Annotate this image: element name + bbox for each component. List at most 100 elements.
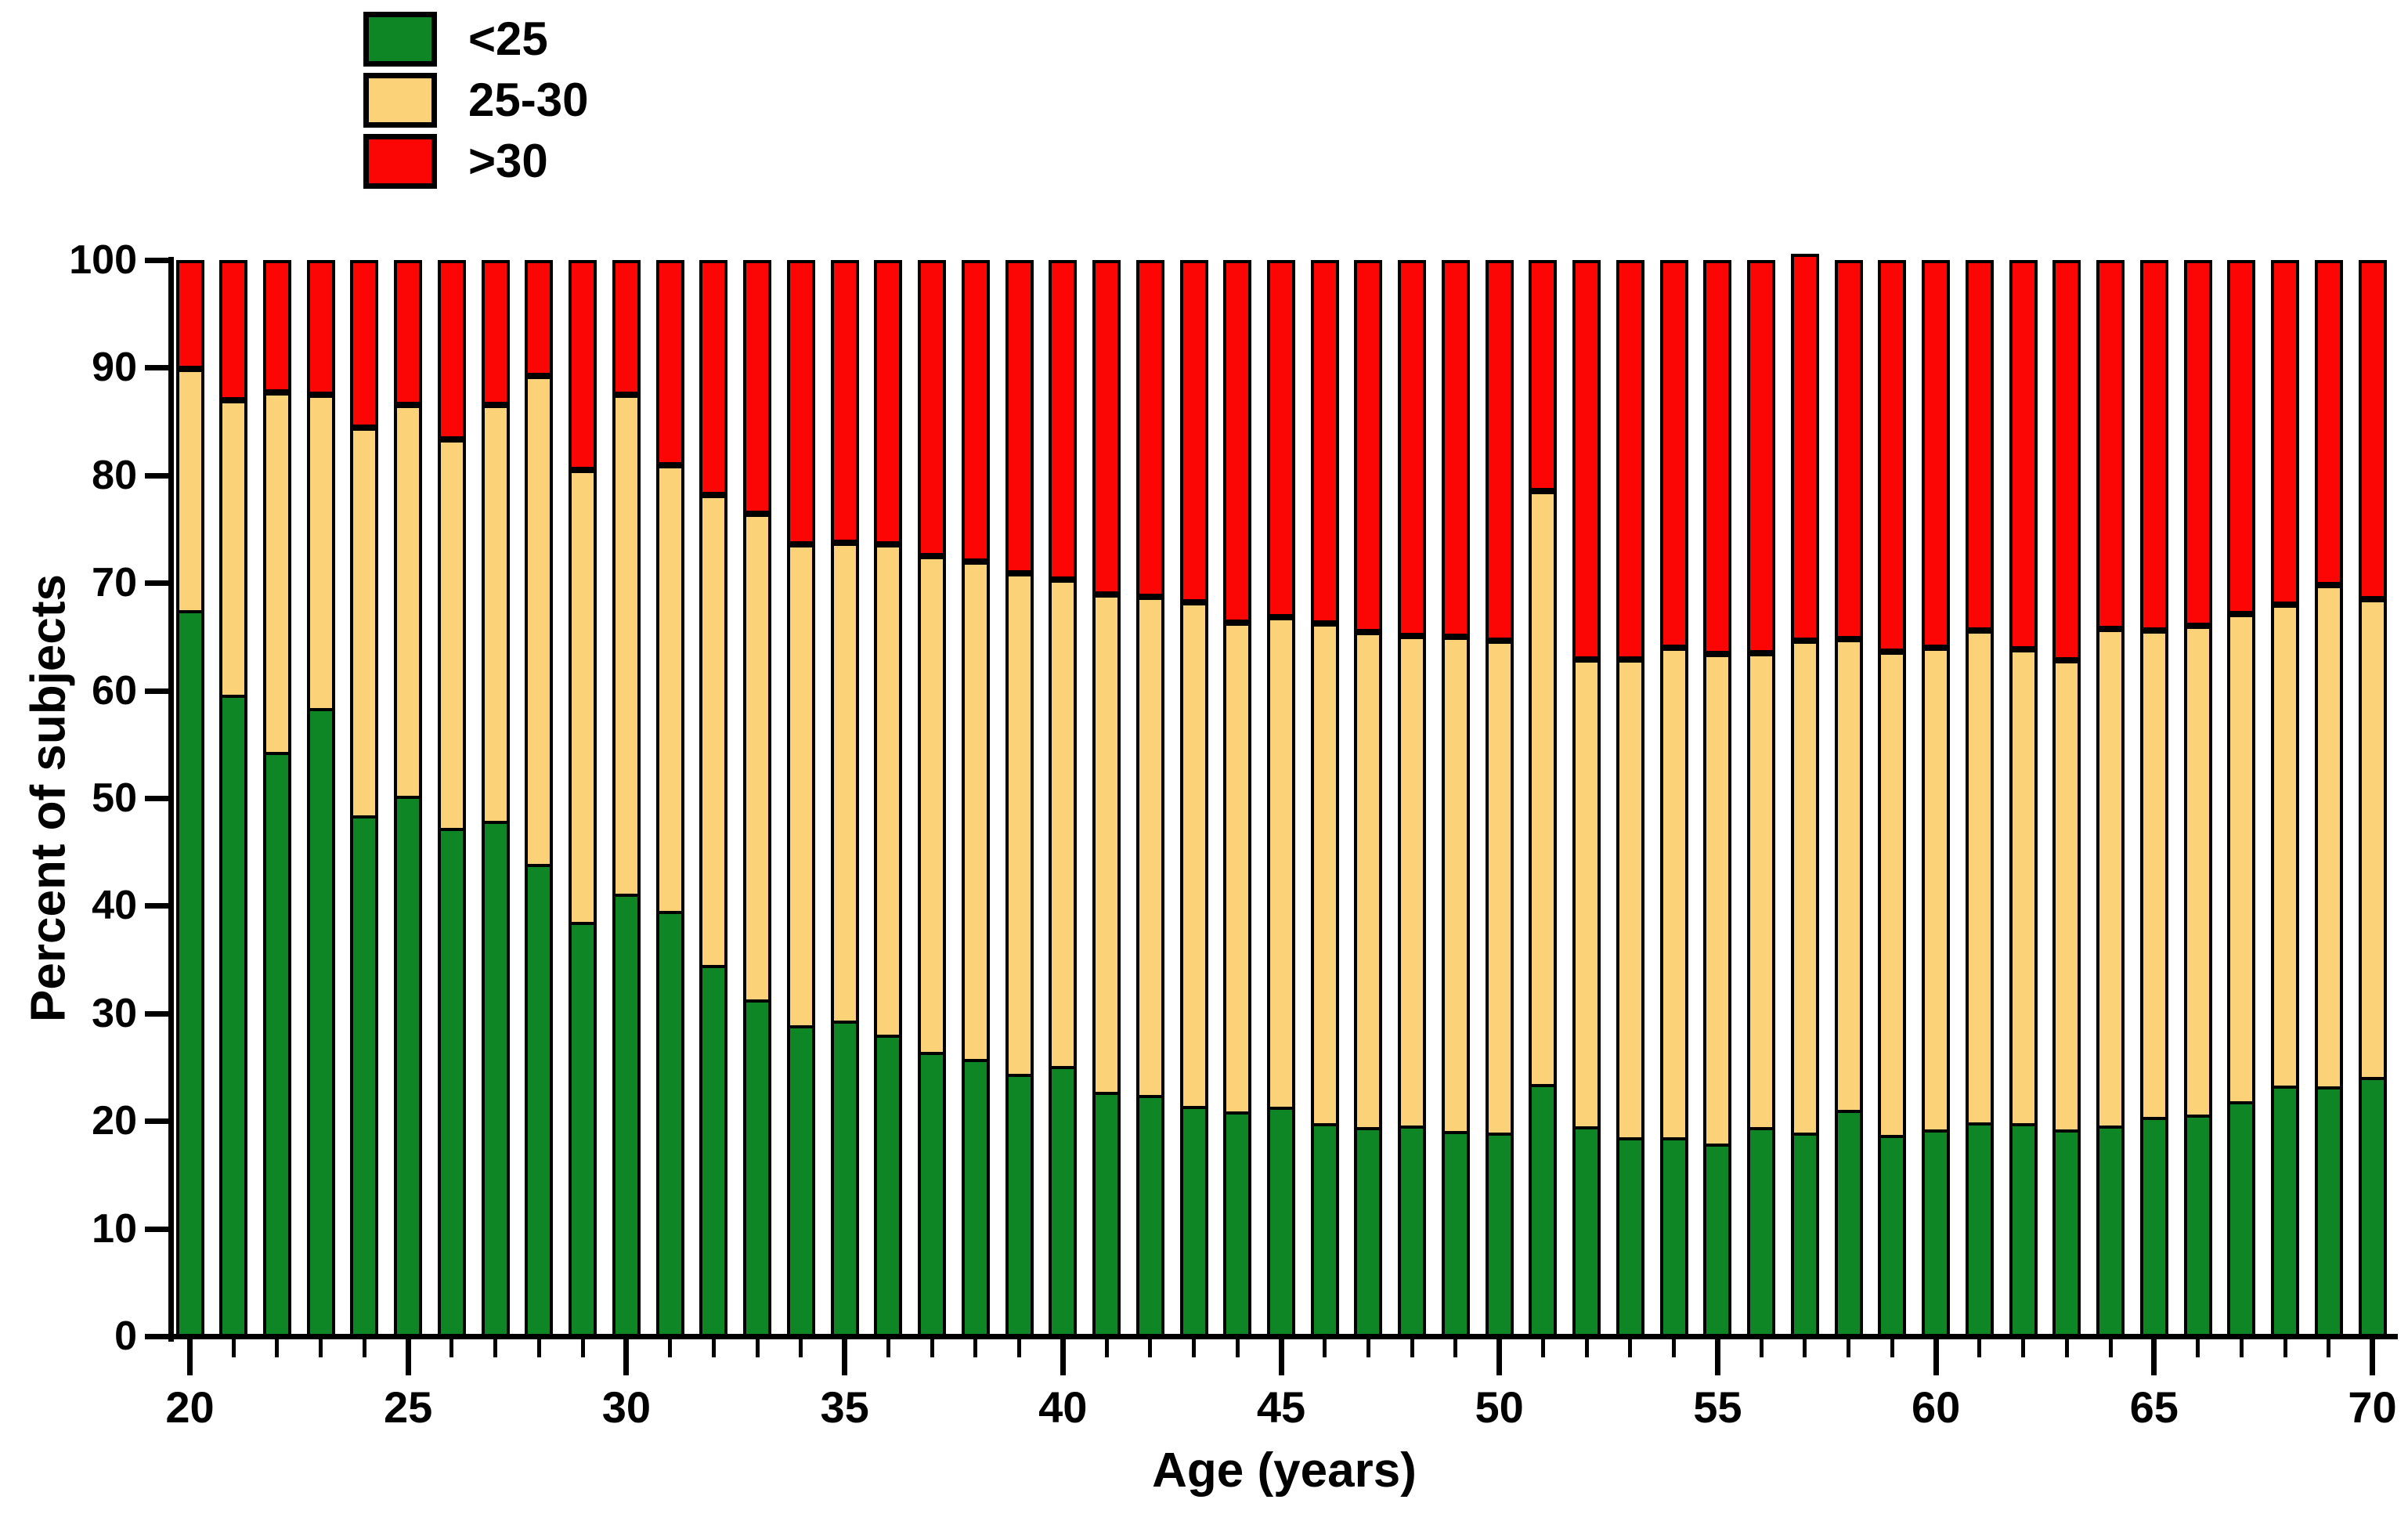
bar-age-39-segment-over30	[1005, 260, 1034, 573]
x-major-tick-25	[405, 1339, 411, 1375]
bar-age-57-segment-over30	[1790, 253, 1819, 641]
bar-age-21-segment-over30	[219, 260, 248, 400]
x-minor-tick-64	[2108, 1339, 2113, 1357]
bar-age-28-segment-over30	[525, 260, 554, 377]
bar-age-25-segment-over30	[394, 260, 423, 406]
bar-age-53-segment-over30	[1616, 260, 1644, 659]
bar-age-35-segment-over30	[830, 260, 859, 544]
bar-age-26-segment-over30	[437, 260, 466, 440]
x-minor-tick-52	[1584, 1339, 1589, 1357]
x-axis-baseline	[168, 1334, 2398, 1339]
bar-age-39-segment-under25	[1005, 1073, 1034, 1339]
x-minor-tick-36	[886, 1339, 890, 1357]
x-minor-tick-66	[2196, 1339, 2200, 1357]
x-minor-tick-38	[973, 1339, 978, 1357]
bar-age-23-segment-over30	[306, 260, 335, 395]
bar-age-56-segment-under25	[1747, 1127, 1776, 1339]
x-minor-tick-22	[275, 1339, 280, 1357]
legend-item-over-30: >30	[363, 134, 548, 189]
bar-age-47-segment-25-30	[1354, 632, 1383, 1131]
bar-age-53-segment-25-30	[1616, 659, 1644, 1140]
bar-age-41-segment-over30	[1092, 260, 1121, 595]
bar-age-61-segment-over30	[1965, 260, 1994, 631]
bar-age-64-segment-over30	[2096, 260, 2125, 630]
y-tick-50	[145, 796, 168, 801]
bar-age-20-segment-over30	[175, 260, 204, 369]
x-tick-label-45: 45	[1256, 1382, 1306, 1432]
bar-age-31-segment-over30	[655, 260, 684, 466]
x-tick-label-50: 50	[1475, 1382, 1524, 1432]
x-major-tick-35	[842, 1339, 848, 1375]
bar-age-51-segment-over30	[1529, 260, 1558, 492]
bar-age-55-segment-over30	[1703, 260, 1732, 654]
bar-age-38-segment-over30	[961, 260, 990, 562]
bar-age-68-segment-under25	[2271, 1085, 2300, 1339]
bar-age-33-segment-under25	[743, 999, 772, 1339]
x-minor-tick-53	[1628, 1339, 1633, 1357]
x-minor-tick-26	[449, 1339, 454, 1357]
bar-age-52-segment-over30	[1572, 260, 1601, 659]
bar-age-37-segment-25-30	[918, 555, 947, 1056]
y-tick-80	[145, 472, 168, 479]
bar-age-60-segment-over30	[1922, 260, 1951, 648]
bar-age-59-segment-under25	[1878, 1135, 1907, 1339]
x-tick-label-25: 25	[384, 1382, 433, 1432]
legend-swatch-over-30-icon	[363, 134, 437, 189]
bar-age-63-segment-under25	[2052, 1129, 2081, 1339]
bar-age-57-segment-under25	[1790, 1133, 1819, 1339]
bar-age-49-segment-over30	[1441, 260, 1470, 637]
bar-age-30-segment-under25	[612, 894, 641, 1339]
bar-age-49-segment-25-30	[1441, 636, 1470, 1134]
bar-age-60-segment-under25	[1922, 1129, 1951, 1339]
bar-age-62-segment-under25	[2009, 1122, 2038, 1339]
y-tick-label-0: 0	[114, 1313, 137, 1359]
x-minor-tick-63	[2064, 1339, 2069, 1357]
bar-age-41-segment-25-30	[1092, 594, 1121, 1096]
bar-age-67-segment-under25	[2227, 1101, 2256, 1339]
bar-age-29-segment-over30	[569, 260, 597, 470]
bar-age-66-segment-over30	[2183, 260, 2212, 627]
bar-age-45-segment-under25	[1267, 1107, 1295, 1339]
bar-age-34-segment-over30	[786, 260, 815, 544]
bar-age-63-segment-over30	[2052, 260, 2081, 661]
x-tick-label-20: 20	[165, 1382, 215, 1432]
y-tick-label-10: 10	[92, 1205, 137, 1252]
bar-age-31-segment-25-30	[655, 465, 684, 915]
y-tick-20	[145, 1118, 168, 1125]
bar-age-61-segment-under25	[1965, 1122, 1994, 1339]
x-minor-tick-27	[493, 1339, 498, 1357]
bar-age-24-segment-25-30	[350, 428, 379, 818]
bar-age-32-segment-25-30	[699, 494, 728, 968]
x-minor-tick-28	[536, 1339, 541, 1357]
x-minor-tick-32	[711, 1339, 716, 1357]
x-minor-tick-37	[930, 1339, 934, 1357]
y-tick-30	[145, 1010, 168, 1017]
bar-age-24-segment-over30	[350, 260, 379, 428]
x-major-tick-70	[2370, 1339, 2375, 1375]
x-minor-tick-24	[362, 1339, 366, 1357]
bar-age-60-segment-25-30	[1922, 647, 1951, 1133]
legend-swatch-25-30-icon	[363, 73, 437, 128]
bar-age-57-segment-25-30	[1790, 641, 1819, 1136]
x-minor-tick-69	[2327, 1339, 2331, 1357]
x-major-tick-20	[187, 1339, 193, 1375]
bar-age-50-segment-over30	[1485, 260, 1514, 641]
legend-label-under-25: <25	[468, 13, 548, 65]
bar-age-56-segment-over30	[1747, 260, 1776, 653]
bar-age-35-segment-25-30	[830, 543, 859, 1024]
bar-age-20-segment-under25	[175, 609, 204, 1339]
bar-age-42-segment-under25	[1135, 1095, 1164, 1339]
bar-age-56-segment-25-30	[1747, 652, 1776, 1131]
bar-age-44-segment-25-30	[1223, 623, 1252, 1115]
bar-age-37-segment-under25	[918, 1052, 947, 1339]
y-tick-label-70: 70	[92, 560, 137, 606]
bar-age-65-segment-under25	[2139, 1116, 2168, 1339]
x-tick-label-40: 40	[1038, 1382, 1088, 1432]
bar-age-45-segment-over30	[1267, 260, 1295, 618]
bar-age-68-segment-over30	[2271, 260, 2300, 605]
bar-age-54-segment-over30	[1659, 260, 1688, 648]
x-minor-tick-34	[799, 1339, 803, 1357]
x-minor-tick-46	[1323, 1339, 1327, 1357]
x-tick-label-35: 35	[820, 1382, 869, 1432]
